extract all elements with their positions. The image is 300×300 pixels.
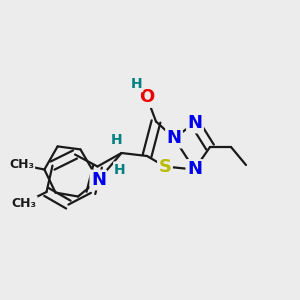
Text: N: N — [187, 160, 202, 178]
Text: N: N — [167, 129, 182, 147]
Text: H: H — [111, 133, 123, 146]
Text: N: N — [91, 171, 106, 189]
Text: N: N — [188, 114, 202, 132]
Text: CH₃: CH₃ — [11, 196, 37, 210]
Text: O: O — [140, 88, 154, 106]
Text: H: H — [114, 163, 126, 176]
Text: H: H — [131, 77, 142, 91]
Text: CH₃: CH₃ — [9, 158, 34, 172]
Text: S: S — [158, 158, 172, 175]
